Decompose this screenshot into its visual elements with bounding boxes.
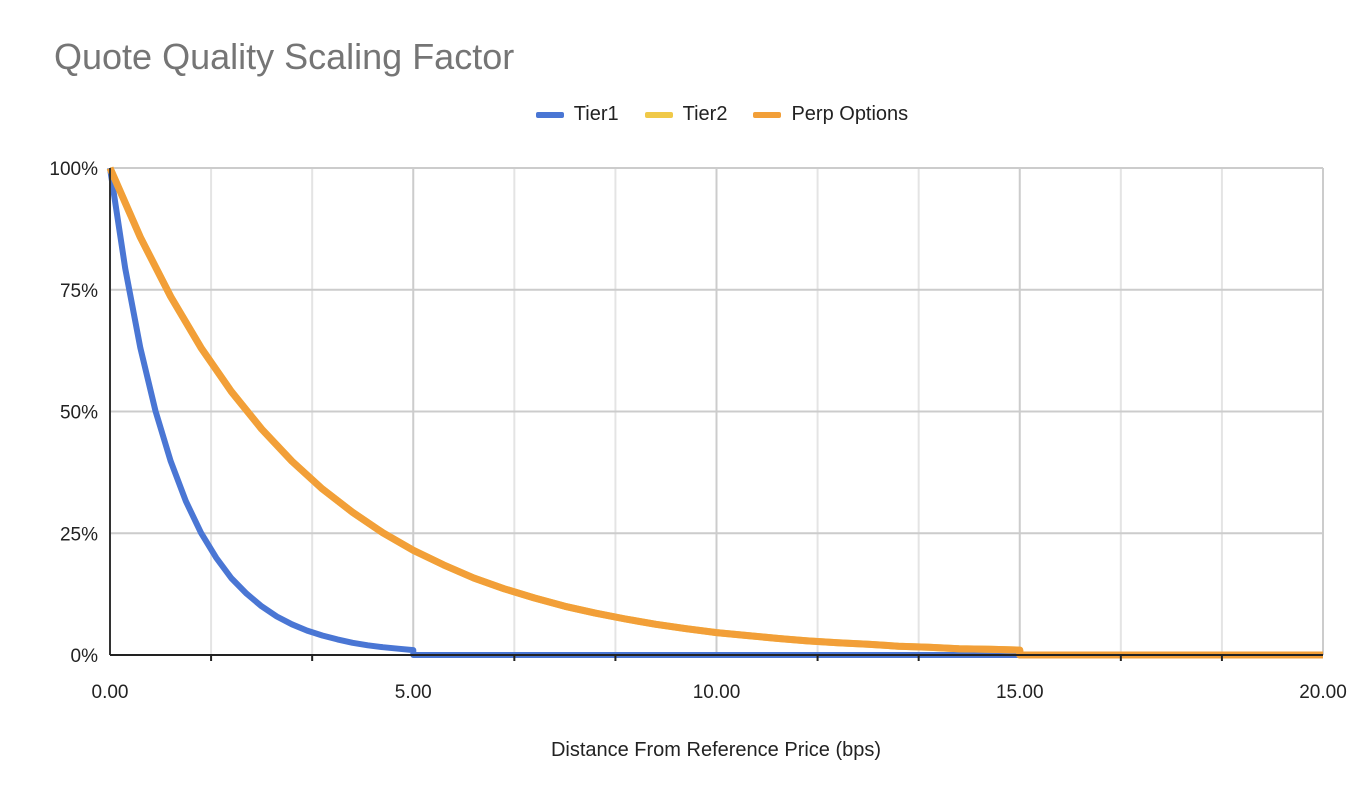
x-tick-label: 0.00 (92, 682, 129, 703)
x-tick-label: 20.00 (1299, 682, 1347, 703)
y-tick-label: 50% (60, 403, 98, 424)
y-tick-label: 25% (60, 524, 98, 545)
legend: Tier1 Tier2 Perp Options (40, 103, 1364, 126)
legend-label: Tier2 (682, 103, 728, 125)
y-tick-label: 75% (60, 281, 98, 302)
legend-label: Tier1 (573, 103, 619, 125)
legend-swatch (644, 111, 673, 118)
x-tick-label: 10.00 (693, 682, 741, 703)
series-line-tier1 (107, 167, 1323, 658)
legend-label: Perp Options (791, 103, 909, 125)
legend-item-tier1[interactable]: Tier1 (535, 103, 619, 126)
y-tick-label: 0% (71, 646, 99, 667)
x-axis-label: Distance From Reference Price (bps) (551, 739, 881, 761)
legend-swatch (535, 111, 564, 118)
y-tick-label: 100% (49, 159, 98, 180)
legend-item-perp-options[interactable]: Perp Options (753, 103, 908, 126)
chart-title: Quote Quality Scaling Factor (54, 36, 515, 77)
x-tick-label: 5.00 (395, 682, 432, 703)
legend-item-tier2[interactable]: Tier2 (644, 103, 728, 126)
series-line-perp-options (106, 166, 1323, 659)
x-tick-label: 15.00 (996, 682, 1044, 703)
legend-swatch (753, 111, 782, 118)
